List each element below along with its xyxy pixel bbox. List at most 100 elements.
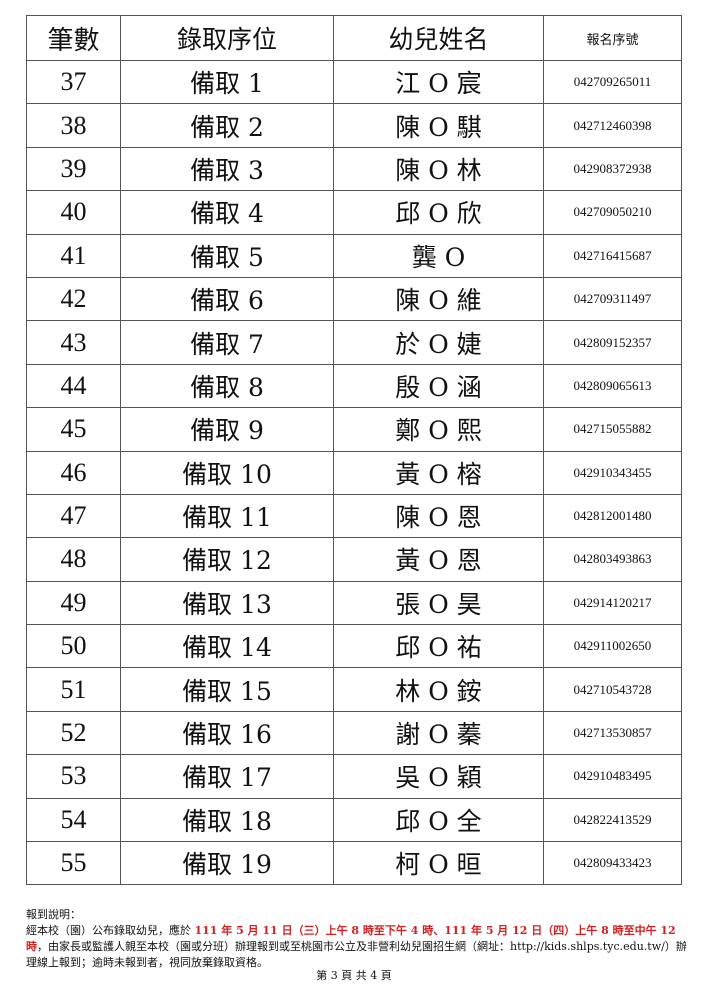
notes-text: 經本校（園）公布錄取幼兒，應於 bbox=[26, 924, 195, 937]
notes-text-2: ，由家長或監護人親至本校（園或分班）辦理報到或至桃園市公立及非營利幼兒園招生網（… bbox=[26, 940, 687, 969]
cell-reg-no: 042710543728 bbox=[543, 667, 682, 712]
cell-count: 43 bbox=[26, 320, 121, 365]
cell-reg-no: 042713530857 bbox=[543, 710, 682, 756]
cell-rank: 備取 11 bbox=[120, 493, 334, 539]
cell-count: 55 bbox=[26, 841, 121, 886]
cell-count: 49 bbox=[26, 580, 121, 626]
cell-count: 44 bbox=[26, 363, 121, 409]
table-row: 52 備取 16 謝 O 蓁 042713530857 bbox=[26, 710, 682, 756]
notes-title: 報到說明： bbox=[26, 908, 81, 921]
cell-rank: 備取 8 bbox=[120, 363, 334, 409]
cell-count: 53 bbox=[26, 754, 121, 799]
cell-reg-no: 042715055882 bbox=[543, 407, 682, 452]
cell-reg-no: 042809065613 bbox=[543, 363, 682, 409]
header-row: 筆數 錄取序位 幼兒姓名 報名序號 bbox=[26, 15, 682, 61]
cell-count: 46 bbox=[26, 450, 121, 495]
cell-reg-no: 042712460398 bbox=[543, 103, 682, 148]
table-row: 51 備取 15 林 O 銨 042710543728 bbox=[26, 667, 682, 712]
cell-reg-no: 042911002650 bbox=[543, 624, 682, 669]
cell-child-name: 江 O 宸 bbox=[333, 59, 544, 105]
cell-child-name: 吳 O 穎 bbox=[333, 754, 544, 799]
cell-rank: 備取 13 bbox=[120, 580, 334, 626]
table-row: 55 備取 19 柯 O 晅 042809433423 bbox=[26, 841, 682, 886]
cell-rank: 備取 5 bbox=[120, 233, 334, 278]
cell-count: 51 bbox=[26, 667, 121, 712]
cell-count: 42 bbox=[26, 276, 121, 322]
cell-reg-no: 042709050210 bbox=[543, 190, 682, 235]
cell-child-name: 黃 O 榕 bbox=[333, 450, 544, 495]
table-row: 47 備取 11 陳 O 恩 042812001480 bbox=[26, 493, 682, 539]
cell-count: 47 bbox=[26, 493, 121, 539]
cell-child-name: 張 O 昊 bbox=[333, 580, 544, 626]
cell-rank: 備取 2 bbox=[120, 103, 334, 148]
cell-rank: 備取 4 bbox=[120, 190, 334, 235]
cell-child-name: 殷 O 涵 bbox=[333, 363, 544, 409]
cell-child-name: 鄭 O 熙 bbox=[333, 407, 544, 452]
cell-count: 38 bbox=[26, 103, 121, 148]
table-row: 50 備取 14 邱 O 祐 042911002650 bbox=[26, 624, 682, 669]
cell-rank: 備取 19 bbox=[120, 841, 334, 886]
cell-rank: 備取 16 bbox=[120, 710, 334, 756]
cell-rank: 備取 14 bbox=[120, 624, 334, 669]
cell-reg-no: 042709265011 bbox=[543, 59, 682, 105]
cell-rank: 備取 6 bbox=[120, 276, 334, 322]
cell-child-name: 林 O 銨 bbox=[333, 667, 544, 712]
cell-count: 52 bbox=[26, 710, 121, 756]
page-number: 第 3 頁 共 4 頁 bbox=[316, 969, 392, 982]
cell-reg-no: 042809433423 bbox=[543, 841, 682, 886]
cell-child-name: 黃 O 恩 bbox=[333, 537, 544, 582]
cell-rank: 備取 18 bbox=[120, 797, 334, 843]
cell-rank: 備取 15 bbox=[120, 667, 334, 712]
cell-reg-no: 042803493863 bbox=[543, 537, 682, 582]
cell-count: 54 bbox=[26, 797, 121, 843]
cell-rank: 備取 10 bbox=[120, 450, 334, 495]
cell-reg-no: 042910483495 bbox=[543, 754, 682, 799]
table-row: 49 備取 13 張 O 昊 042914120217 bbox=[26, 580, 682, 626]
cell-rank: 備取 1 bbox=[120, 59, 334, 105]
cell-child-name: 柯 O 晅 bbox=[333, 841, 544, 886]
table-row: 48 備取 12 黃 O 恩 042803493863 bbox=[26, 537, 682, 582]
header-rank: 錄取序位 bbox=[120, 15, 334, 61]
cell-count: 40 bbox=[26, 190, 121, 235]
cell-reg-no: 042822413529 bbox=[543, 797, 682, 843]
cell-child-name: 於 O 婕 bbox=[333, 320, 544, 365]
cell-rank: 備取 9 bbox=[120, 407, 334, 452]
cell-rank: 備取 7 bbox=[120, 320, 334, 365]
cell-count: 50 bbox=[26, 624, 121, 669]
cell-child-name: 邱 O 全 bbox=[333, 797, 544, 843]
cell-reg-no: 042809152357 bbox=[543, 320, 682, 365]
cell-reg-no: 042914120217 bbox=[543, 580, 682, 626]
cell-rank: 備取 12 bbox=[120, 537, 334, 582]
cell-reg-no: 042716415687 bbox=[543, 233, 682, 278]
cell-child-name: 邱 O 祐 bbox=[333, 624, 544, 669]
header-reg-no: 報名序號 bbox=[543, 15, 682, 61]
cell-child-name: 陳 O 林 bbox=[333, 146, 544, 192]
table-row: 54 備取 18 邱 O 全 042822413529 bbox=[26, 797, 682, 843]
cell-rank: 備取 17 bbox=[120, 754, 334, 799]
cell-child-name: 陳 O 騏 bbox=[333, 103, 544, 148]
cell-count: 41 bbox=[26, 233, 121, 278]
header-count: 筆數 bbox=[26, 15, 121, 61]
notes-deadline: 111 年 5 月 11 日（三）上午 8 時至下午 4 時、111 年 5 月… bbox=[26, 924, 676, 953]
cell-rank: 備取 3 bbox=[120, 146, 334, 192]
table-row: 53 備取 17 吳 O 穎 042910483495 bbox=[26, 754, 682, 799]
notes-body: 經本校（園）公布錄取幼兒，應於 111 年 5 月 11 日（三）上午 8 時至… bbox=[26, 923, 696, 971]
cell-count: 37 bbox=[26, 59, 121, 105]
cell-count: 45 bbox=[26, 407, 121, 452]
cell-reg-no: 042908372938 bbox=[543, 146, 682, 192]
notes: 報到說明： 經本校（園）公布錄取幼兒，應於 111 年 5 月 11 日（三）上… bbox=[26, 907, 696, 971]
table-row: 46 備取 10 黃 O 榕 042910343455 bbox=[26, 450, 682, 495]
cell-reg-no: 042812001480 bbox=[543, 493, 682, 539]
cell-child-name: 陳 O 恩 bbox=[333, 493, 544, 539]
cell-child-name: 謝 O 蓁 bbox=[333, 710, 544, 756]
header-name: 幼兒姓名 bbox=[333, 15, 544, 61]
